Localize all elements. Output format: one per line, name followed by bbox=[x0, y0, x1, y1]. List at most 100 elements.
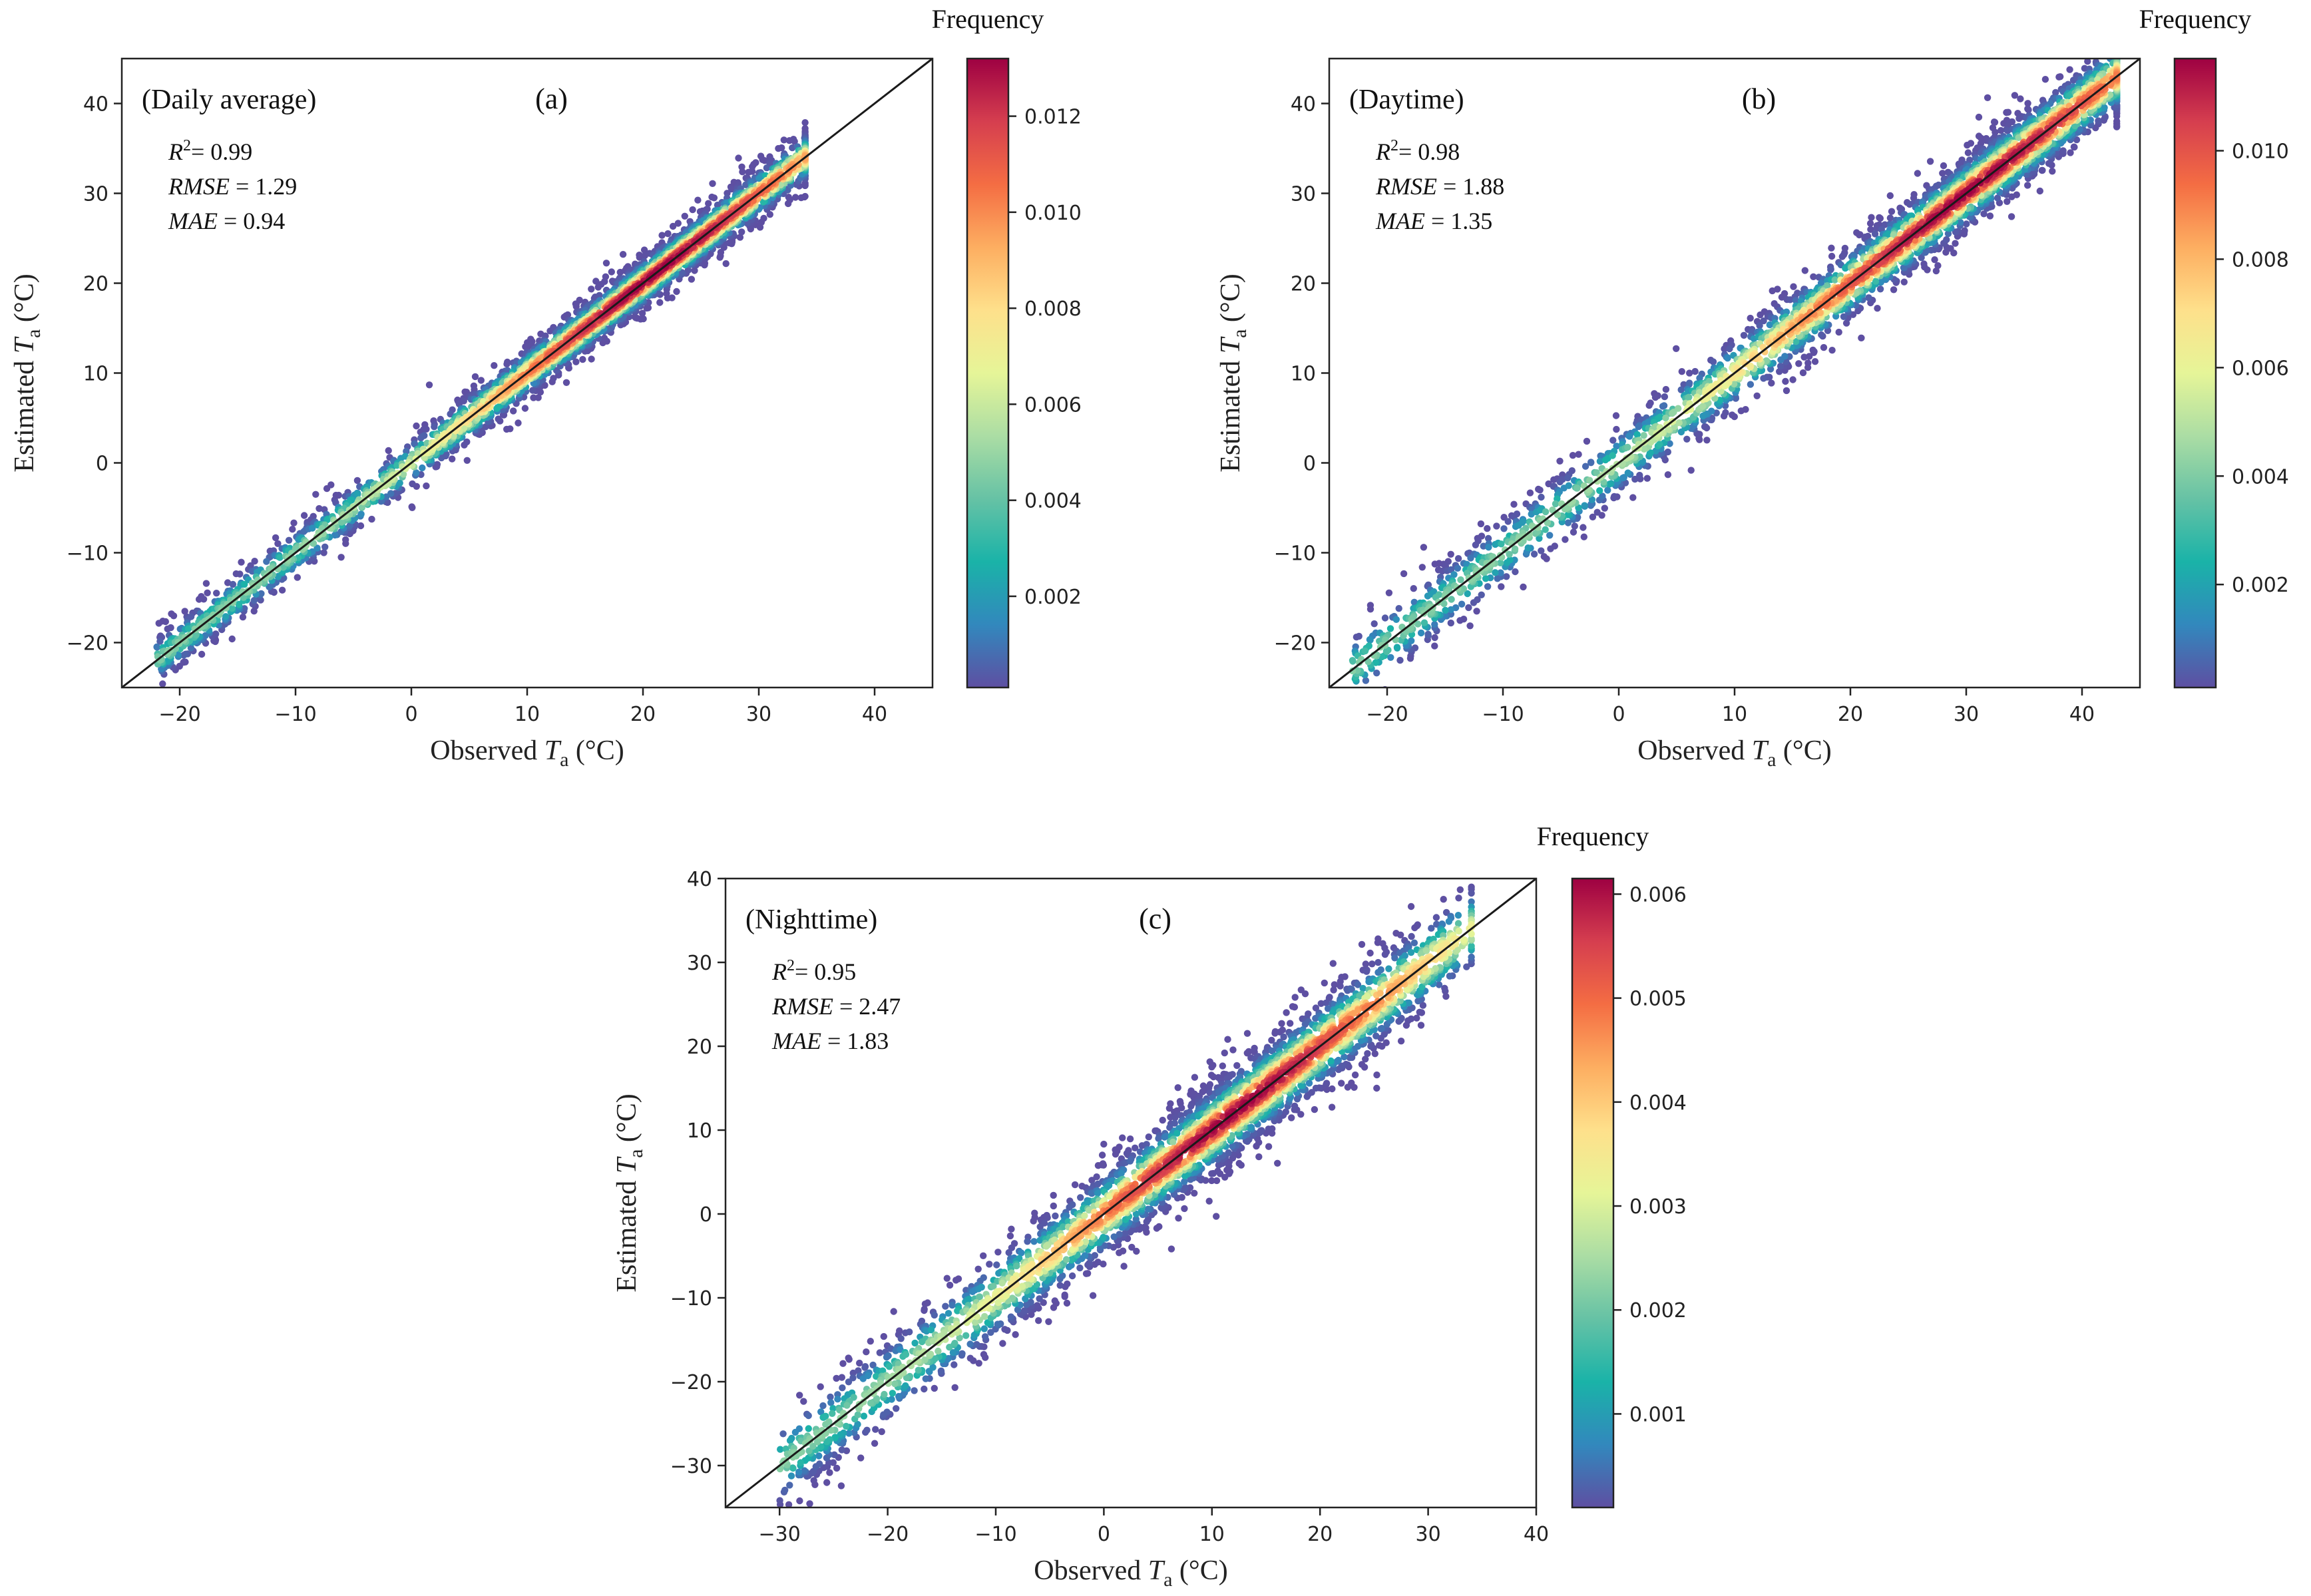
scatter-point bbox=[2004, 108, 2012, 116]
colorbar-tick-label: 0.002 bbox=[1024, 586, 1082, 609]
scatter-point bbox=[187, 613, 195, 620]
scatter-point bbox=[153, 644, 161, 651]
axis-label-unit: (°C) bbox=[568, 735, 624, 766]
scatter-point bbox=[801, 119, 809, 126]
scatter-point bbox=[314, 544, 321, 552]
scatter-point bbox=[1477, 520, 1485, 528]
scatter-point bbox=[1986, 212, 1994, 220]
x-tick-label: 10 bbox=[515, 703, 540, 726]
scatter-point bbox=[2101, 41, 2107, 47]
scatter-point bbox=[2113, 51, 2120, 57]
scatter-point bbox=[2113, 49, 2120, 56]
colorbar-tick-label: 0.006 bbox=[1024, 393, 1082, 417]
y-axis-label: Estimated Ta (°C) bbox=[9, 274, 45, 472]
scatter-point bbox=[2109, 28, 2116, 35]
scatter-point bbox=[1934, 262, 1942, 270]
scatter-point bbox=[1662, 385, 1670, 393]
scatter-point bbox=[2113, 51, 2120, 58]
scatter-point bbox=[2067, 149, 2074, 156]
scatter-point bbox=[224, 579, 232, 586]
scatter-point bbox=[710, 194, 718, 202]
scatter-point bbox=[2113, 43, 2120, 50]
scatter-point bbox=[1835, 328, 1842, 336]
scatter-point bbox=[1562, 536, 1569, 543]
scatter-point bbox=[1556, 457, 1564, 465]
scatter-point bbox=[2049, 168, 2056, 175]
scatter-point bbox=[383, 493, 390, 500]
scatter-point bbox=[778, 144, 785, 152]
scatter-point bbox=[1991, 118, 1999, 126]
scatter-point bbox=[1484, 583, 1492, 590]
scatter-point bbox=[503, 425, 511, 433]
scatter-point bbox=[202, 632, 209, 640]
scatter-point bbox=[664, 230, 672, 238]
scatter-point bbox=[797, 194, 805, 202]
scatter-point bbox=[1387, 654, 1394, 661]
scatter-point bbox=[2113, 43, 2120, 50]
stat-r2-value: = 0.99 bbox=[191, 138, 252, 165]
scatter-point bbox=[1609, 437, 1617, 444]
scatter-point bbox=[1538, 493, 1545, 501]
scatter-point bbox=[1366, 606, 1374, 613]
scatter-point bbox=[1664, 448, 1671, 456]
scatter-point bbox=[1872, 278, 1880, 285]
scatter-point bbox=[1447, 606, 1454, 614]
scatter-point bbox=[1526, 489, 1534, 497]
scatter-point bbox=[1498, 540, 1505, 548]
scatter-point bbox=[2113, 48, 2120, 55]
scatter-point bbox=[1858, 334, 1865, 341]
scatter-point bbox=[602, 260, 610, 267]
stat-mae: MAE = 0.94 bbox=[168, 208, 285, 234]
stat-rmse-value: = 1.29 bbox=[236, 173, 297, 200]
scatter-point bbox=[1466, 622, 1474, 630]
scatter-point bbox=[1580, 533, 1587, 540]
scatter-point bbox=[202, 580, 210, 587]
scatter-point bbox=[2113, 45, 2120, 52]
scatter-point bbox=[2113, 36, 2120, 43]
scatter-point bbox=[309, 524, 316, 532]
scatter-point bbox=[156, 638, 164, 645]
scatter-point bbox=[1500, 525, 1508, 532]
scatter-point bbox=[1890, 286, 1898, 294]
scatter-point bbox=[1691, 367, 1699, 375]
scatter-point bbox=[1683, 435, 1691, 443]
scatter-point bbox=[681, 212, 688, 220]
scatter-point bbox=[1497, 569, 1504, 576]
scatter-point bbox=[2003, 198, 2011, 205]
scatter-point bbox=[2073, 136, 2081, 144]
scatter-point bbox=[579, 355, 586, 363]
scatter-point bbox=[421, 432, 428, 439]
scatter-point bbox=[1410, 585, 1417, 592]
scatter-point bbox=[1454, 555, 1462, 562]
scatter-point bbox=[1664, 471, 1672, 479]
colorbar-tick-label: 0.010 bbox=[1024, 202, 1082, 225]
scatter-point bbox=[1464, 590, 1471, 598]
scatter-point bbox=[1943, 236, 1950, 244]
scatter-point bbox=[1997, 126, 2005, 134]
scatter-point bbox=[1510, 500, 1518, 508]
scatter-point bbox=[1599, 493, 1606, 500]
scatter-point bbox=[669, 222, 677, 230]
scatter-point bbox=[1900, 278, 1908, 286]
scatter-point bbox=[760, 214, 767, 222]
x-tick-label: 40 bbox=[862, 703, 887, 726]
scatter-point bbox=[503, 360, 511, 368]
scatter-point bbox=[1440, 600, 1448, 608]
scatter-point bbox=[2025, 106, 2032, 114]
scatter-point bbox=[1747, 381, 1755, 388]
scatter-point bbox=[423, 482, 430, 490]
scatter-point bbox=[1504, 518, 1512, 525]
scatter-point bbox=[1362, 677, 1370, 684]
scatter-point bbox=[1536, 534, 1543, 542]
scatter-point bbox=[2024, 182, 2031, 189]
axis-label-sub: a bbox=[23, 329, 45, 338]
scatter-point bbox=[1789, 376, 1796, 383]
scatter-point bbox=[1932, 267, 1940, 275]
x-tick-label: 0 bbox=[405, 703, 417, 726]
scatter-point bbox=[2105, 47, 2111, 53]
stat-r2-label: R bbox=[168, 138, 183, 165]
scatter-point bbox=[1753, 392, 1761, 399]
scatter-point bbox=[2113, 33, 2120, 40]
scatter-point bbox=[368, 515, 375, 523]
